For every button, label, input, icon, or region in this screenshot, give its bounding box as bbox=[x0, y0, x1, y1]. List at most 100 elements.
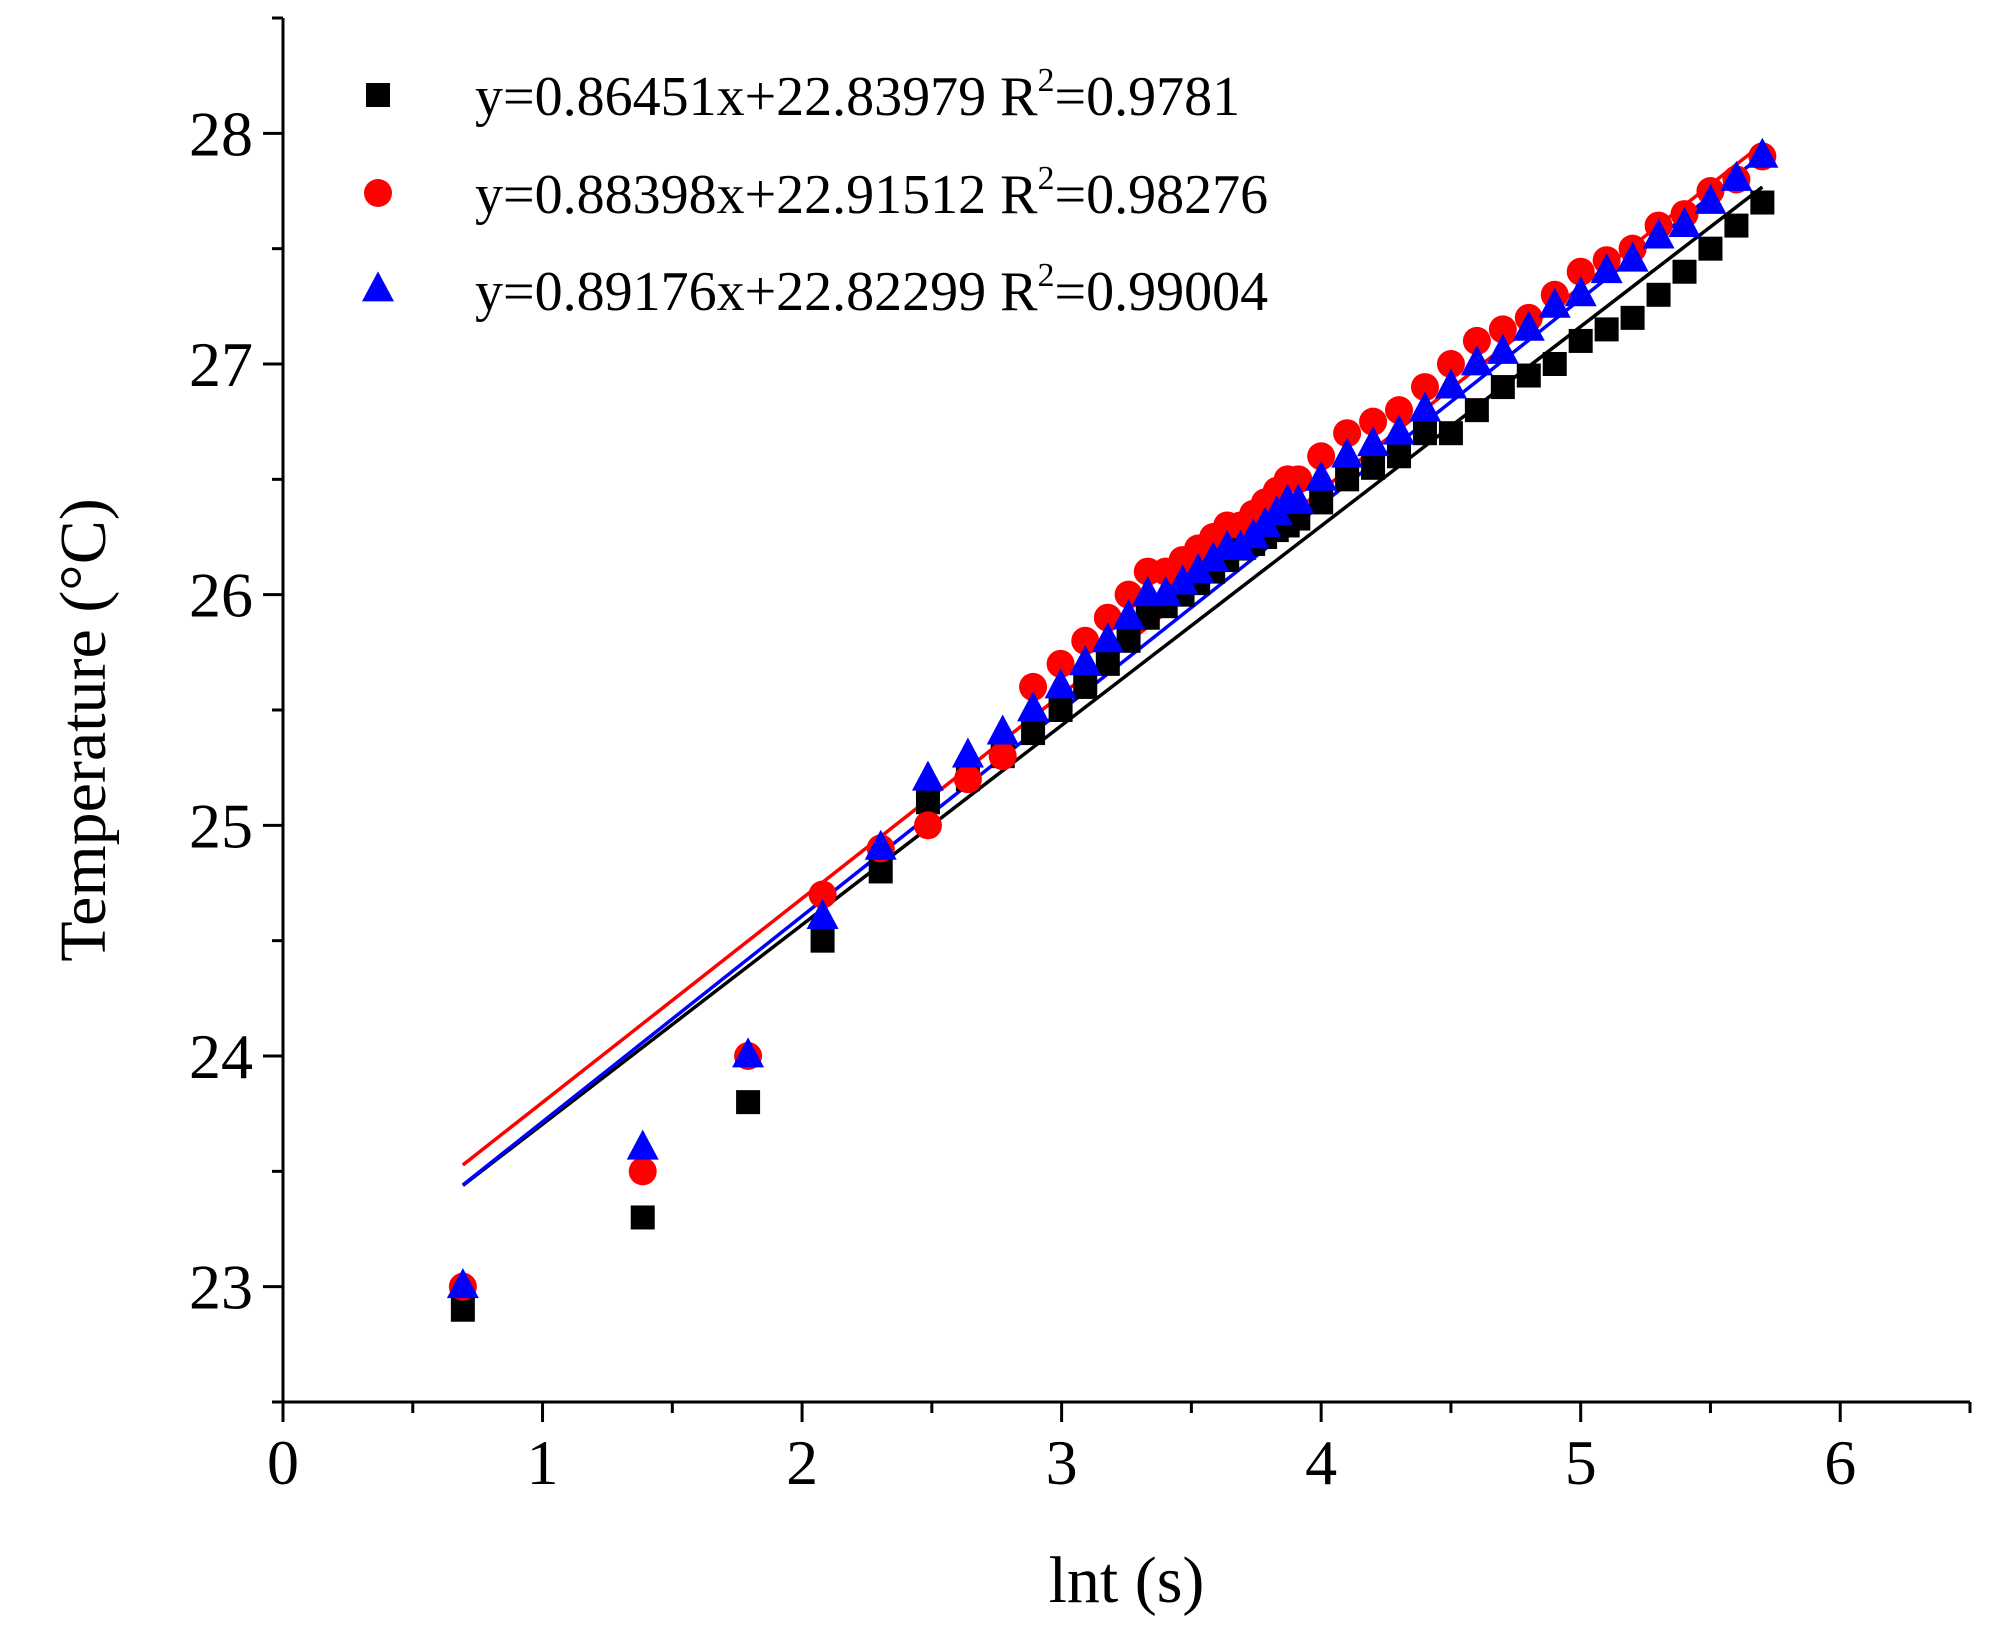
data-point bbox=[806, 899, 839, 929]
data-point bbox=[1646, 282, 1671, 307]
x-tick-label: 3 bbox=[1046, 1427, 1078, 1498]
data-point bbox=[1071, 626, 1100, 655]
data-point bbox=[1746, 137, 1779, 168]
data-point bbox=[1486, 333, 1519, 364]
data-point bbox=[1359, 407, 1388, 436]
legend-marker bbox=[364, 179, 392, 207]
x-tick-label: 5 bbox=[1565, 1427, 1597, 1498]
data-point bbox=[1542, 352, 1567, 376]
data-point bbox=[1149, 576, 1182, 607]
fit-line bbox=[461, 185, 1764, 1187]
data-point bbox=[1387, 444, 1412, 469]
data-point bbox=[1512, 310, 1545, 341]
y-tick-label: 26 bbox=[189, 560, 253, 631]
data-point bbox=[1568, 328, 1593, 353]
legend-marker bbox=[362, 271, 394, 302]
data-point bbox=[1462, 326, 1491, 355]
data-point bbox=[630, 1205, 655, 1230]
data-point bbox=[1333, 419, 1362, 448]
data-point bbox=[1434, 368, 1467, 399]
data-point bbox=[810, 928, 835, 953]
data-point bbox=[1668, 207, 1701, 237]
data-point bbox=[868, 859, 893, 884]
data-point bbox=[1093, 603, 1122, 632]
data-point bbox=[1361, 455, 1386, 480]
data-point bbox=[1566, 257, 1595, 286]
data-point bbox=[1750, 190, 1775, 215]
data-point bbox=[446, 1268, 479, 1299]
x-tick-label: 0 bbox=[267, 1427, 299, 1498]
y-tick-label: 28 bbox=[189, 98, 253, 169]
data-point bbox=[1331, 437, 1364, 468]
legend: y=0.86451x+22.83979 R2=0.9781 y=0.88398x+… bbox=[362, 62, 1268, 323]
data-point bbox=[986, 714, 1019, 745]
y-tick-label: 27 bbox=[189, 329, 253, 400]
data-point bbox=[1642, 218, 1675, 249]
data-point bbox=[1021, 721, 1046, 746]
x-tick-label: 1 bbox=[527, 1427, 559, 1498]
data-point bbox=[1694, 183, 1727, 214]
data-point bbox=[1720, 160, 1753, 191]
data-point bbox=[1438, 421, 1463, 446]
x-tick-label: 4 bbox=[1305, 1427, 1337, 1498]
legend-label: y=0.89176x+22.82299 R2=0.99004 bbox=[475, 257, 1268, 323]
data-point bbox=[915, 790, 940, 815]
data-point bbox=[1017, 691, 1050, 722]
data-point bbox=[1516, 363, 1541, 388]
data-point bbox=[1672, 259, 1697, 284]
data-point bbox=[1069, 645, 1102, 676]
data-point bbox=[1305, 460, 1338, 491]
data-point bbox=[1091, 622, 1124, 653]
data-point bbox=[953, 765, 982, 794]
data-point bbox=[988, 742, 1017, 771]
x-tick-label: 2 bbox=[786, 1427, 818, 1498]
data-point bbox=[1282, 483, 1315, 514]
data-point bbox=[1436, 350, 1465, 378]
data-point bbox=[1724, 213, 1749, 238]
data-point bbox=[1044, 668, 1077, 699]
x-axis-title: lnt (s) bbox=[1049, 1544, 1205, 1617]
data-point bbox=[1538, 287, 1571, 318]
data-point bbox=[1460, 345, 1493, 376]
data-point bbox=[1488, 315, 1517, 344]
data-point bbox=[1408, 391, 1441, 422]
data-point bbox=[1594, 317, 1619, 342]
data-point bbox=[1046, 649, 1075, 678]
data-point bbox=[450, 1297, 475, 1322]
data-point bbox=[1095, 651, 1120, 676]
data-point bbox=[1464, 398, 1489, 423]
data-point bbox=[1019, 672, 1048, 701]
data-point bbox=[1385, 396, 1414, 425]
data-point bbox=[951, 737, 984, 768]
data-point bbox=[1048, 698, 1073, 722]
data-point bbox=[913, 811, 942, 840]
data-point bbox=[628, 1157, 657, 1186]
data-markers bbox=[446, 137, 1779, 1322]
legend-label: y=0.86451x+22.83979 R2=0.9781 bbox=[475, 62, 1240, 128]
legend-label: y=0.88398x+22.91512 R2=0.98276 bbox=[475, 160, 1268, 226]
data-point bbox=[1166, 564, 1199, 595]
data-point bbox=[1307, 442, 1336, 471]
data-point bbox=[1284, 465, 1313, 494]
data-point bbox=[1335, 467, 1360, 492]
y-tick-label: 23 bbox=[189, 1252, 253, 1323]
data-point bbox=[1698, 236, 1723, 261]
data-point bbox=[1412, 421, 1437, 446]
data-point bbox=[732, 1037, 765, 1068]
data-point bbox=[736, 1090, 761, 1115]
data-point bbox=[1590, 253, 1623, 284]
data-point bbox=[1383, 414, 1416, 445]
data-point bbox=[626, 1129, 659, 1160]
y-tick-label: 25 bbox=[189, 790, 253, 861]
data-point bbox=[1490, 375, 1515, 400]
data-point bbox=[1309, 490, 1334, 515]
data-point bbox=[1564, 276, 1597, 307]
data-point bbox=[1182, 553, 1215, 583]
y-axis-title: Temperature (°C) bbox=[47, 498, 120, 961]
data-point bbox=[1357, 426, 1390, 457]
data-point bbox=[1410, 373, 1439, 402]
data-point bbox=[1620, 305, 1645, 330]
data-point bbox=[864, 829, 897, 860]
